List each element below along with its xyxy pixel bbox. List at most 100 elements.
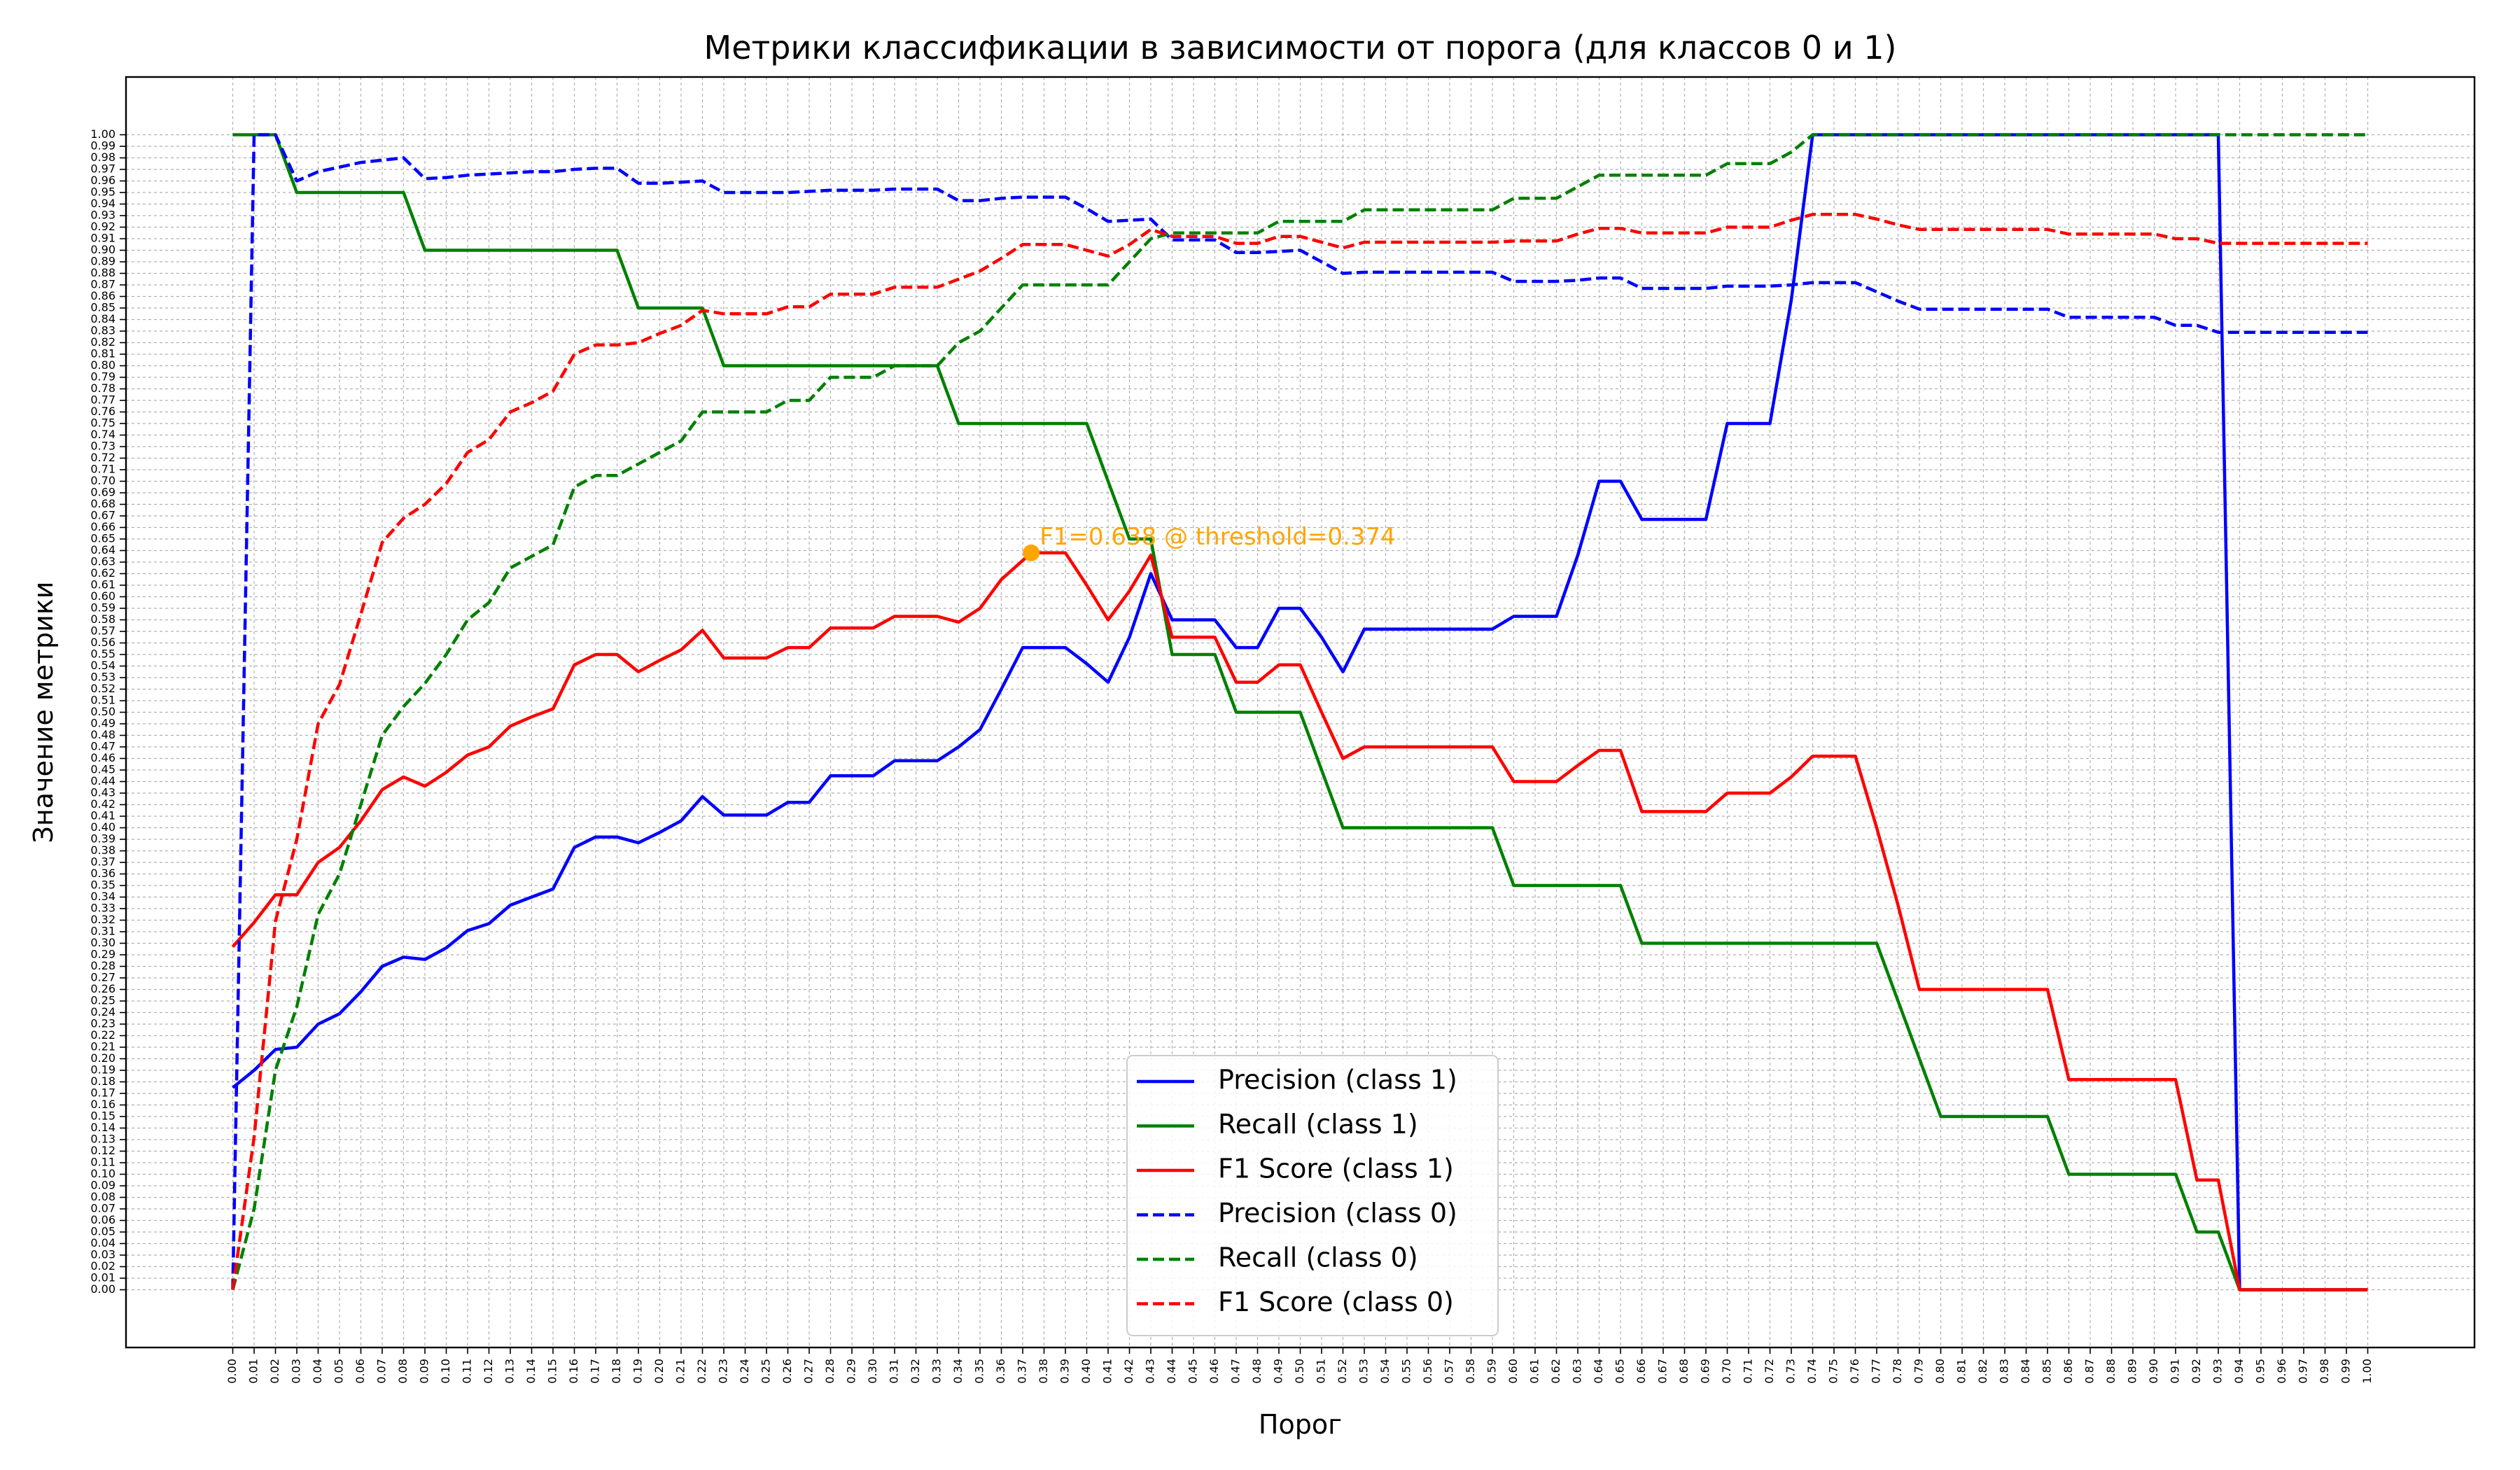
y-tick-label: 0.57 <box>90 624 115 638</box>
y-tick-label: 0.09 <box>90 1179 115 1192</box>
y-tick-label: 0.27 <box>90 971 115 984</box>
x-tick-label: 0.60 <box>1506 1359 1520 1384</box>
x-tick-label: 0.34 <box>951 1359 965 1384</box>
y-tick-label: 0.77 <box>90 393 115 407</box>
y-tick-label: 0.39 <box>90 832 115 846</box>
x-tick-label: 0.16 <box>567 1359 580 1384</box>
y-tick-label: 0.15 <box>90 1110 115 1123</box>
x-tick-label: 0.96 <box>2275 1359 2288 1384</box>
x-tick-label: 0.57 <box>1443 1359 1456 1384</box>
y-tick-label: 0.45 <box>90 763 115 776</box>
y-tick-label: 0.76 <box>90 405 115 418</box>
y-tick-label: 0.23 <box>90 1017 115 1030</box>
y-axis-ticks: 0.000.010.020.030.040.050.060.070.080.09… <box>90 127 126 1296</box>
series-line <box>231 133 2368 1291</box>
y-tick-label: 0.07 <box>90 1202 115 1215</box>
x-tick-label: 0.17 <box>589 1359 602 1384</box>
y-tick-label: 0.74 <box>90 428 115 441</box>
y-tick-label: 0.46 <box>90 751 115 764</box>
y-tick-label: 0.20 <box>90 1051 115 1065</box>
x-tick-label: 0.75 <box>1827 1359 1840 1384</box>
x-tick-label: 0.05 <box>332 1359 346 1384</box>
legend-label: Precision (class 0) <box>1218 1198 1457 1228</box>
y-tick-label: 0.58 <box>90 612 115 626</box>
y-tick-label: 0.36 <box>90 867 115 880</box>
legend-label: Recall (class 0) <box>1218 1242 1418 1273</box>
y-tick-label: 0.85 <box>90 301 115 314</box>
x-tick-label: 0.89 <box>2126 1359 2139 1384</box>
x-tick-label: 0.06 <box>354 1359 367 1384</box>
x-tick-label: 0.94 <box>2232 1359 2246 1384</box>
x-tick-label: 0.73 <box>1784 1359 1798 1384</box>
x-tick-label: 0.39 <box>1058 1359 1072 1384</box>
y-tick-label: 0.69 <box>90 486 115 499</box>
y-tick-label: 0.29 <box>90 948 115 961</box>
x-tick-label: 0.70 <box>1720 1359 1733 1384</box>
y-tick-label: 0.48 <box>90 728 115 741</box>
y-tick-label: 0.72 <box>90 451 115 464</box>
y-tick-label: 0.89 <box>90 255 115 268</box>
legend-box <box>1126 1055 1499 1336</box>
series-line <box>232 133 2368 1292</box>
x-tick-label: 0.86 <box>2062 1359 2075 1384</box>
y-tick-label: 0.50 <box>90 705 115 718</box>
y-tick-label: 0.04 <box>90 1236 115 1250</box>
chart-title: Метрики классификации в зависимости от п… <box>704 29 1897 66</box>
x-tick-label: 0.07 <box>375 1359 388 1384</box>
annotation-group: F1=0.638 @ threshold=0.374 <box>1023 523 1396 561</box>
x-tick-label: 0.81 <box>1955 1359 1968 1384</box>
x-tick-label: 1.00 <box>2360 1359 2374 1384</box>
y-tick-label: 0.10 <box>90 1167 115 1180</box>
x-tick-label: 0.52 <box>1336 1359 1349 1384</box>
y-tick-label: 0.33 <box>90 902 115 915</box>
x-tick-label: 0.92 <box>2190 1359 2203 1384</box>
x-tick-label: 0.79 <box>1912 1359 1926 1384</box>
series-line <box>232 133 2368 1292</box>
y-tick-label: 0.40 <box>90 820 115 834</box>
legend: Precision (class 1) Recall (class 1) F1 Sc… <box>1126 1055 1499 1336</box>
x-tick-label: 0.42 <box>1122 1359 1135 1384</box>
y-tick-label: 0.67 <box>90 509 115 522</box>
x-tick-label: 0.61 <box>1528 1359 1541 1384</box>
x-tick-label: 0.80 <box>1933 1359 1947 1384</box>
x-tick-label: 0.67 <box>1656 1359 1670 1384</box>
x-tick-label: 0.11 <box>461 1359 474 1384</box>
y-tick-label: 0.24 <box>90 1005 115 1018</box>
best-f1-annotation: F1=0.638 @ threshold=0.374 <box>1040 523 1396 551</box>
y-tick-label: 0.43 <box>90 786 115 799</box>
x-tick-label: 0.04 <box>311 1359 324 1384</box>
y-tick-label: 0.97 <box>90 162 115 176</box>
y-tick-label: 0.98 <box>90 150 115 164</box>
y-tick-label: 0.65 <box>90 532 115 545</box>
x-tick-label: 0.97 <box>2297 1359 2310 1384</box>
x-tick-label: 0.30 <box>866 1359 879 1384</box>
y-tick-label: 0.96 <box>90 174 115 187</box>
y-tick-label: 0.80 <box>90 358 115 372</box>
x-tick-label: 0.59 <box>1485 1359 1499 1384</box>
series-lines <box>231 133 2368 1292</box>
x-tick-label: 0.63 <box>1571 1359 1584 1384</box>
x-tick-label: 0.35 <box>973 1359 986 1384</box>
y-tick-label: 0.79 <box>90 370 115 384</box>
x-tick-label: 0.00 <box>225 1359 239 1384</box>
x-tick-label: 0.08 <box>396 1359 410 1384</box>
y-tick-label: 0.94 <box>90 197 115 210</box>
x-tick-label: 0.82 <box>1976 1359 1989 1384</box>
y-tick-label: 0.52 <box>90 682 115 695</box>
legend-label: F1 Score (class 0) <box>1218 1287 1454 1317</box>
y-tick-label: 0.84 <box>90 312 115 326</box>
y-tick-label: 0.63 <box>90 555 115 568</box>
y-tick-label: 0.68 <box>90 497 115 510</box>
y-tick-label: 0.95 <box>90 186 115 199</box>
y-tick-label: 0.06 <box>90 1213 115 1226</box>
y-tick-label: 0.54 <box>90 659 115 672</box>
y-tick-label: 0.92 <box>90 220 115 233</box>
x-tick-label: 0.78 <box>1891 1359 1904 1384</box>
x-tick-label: 0.20 <box>652 1359 666 1384</box>
x-tick-label: 0.45 <box>1186 1359 1200 1384</box>
y-tick-label: 0.14 <box>90 1121 115 1134</box>
x-tick-label: 0.71 <box>1742 1359 1755 1384</box>
y-tick-label: 0.86 <box>90 289 115 302</box>
